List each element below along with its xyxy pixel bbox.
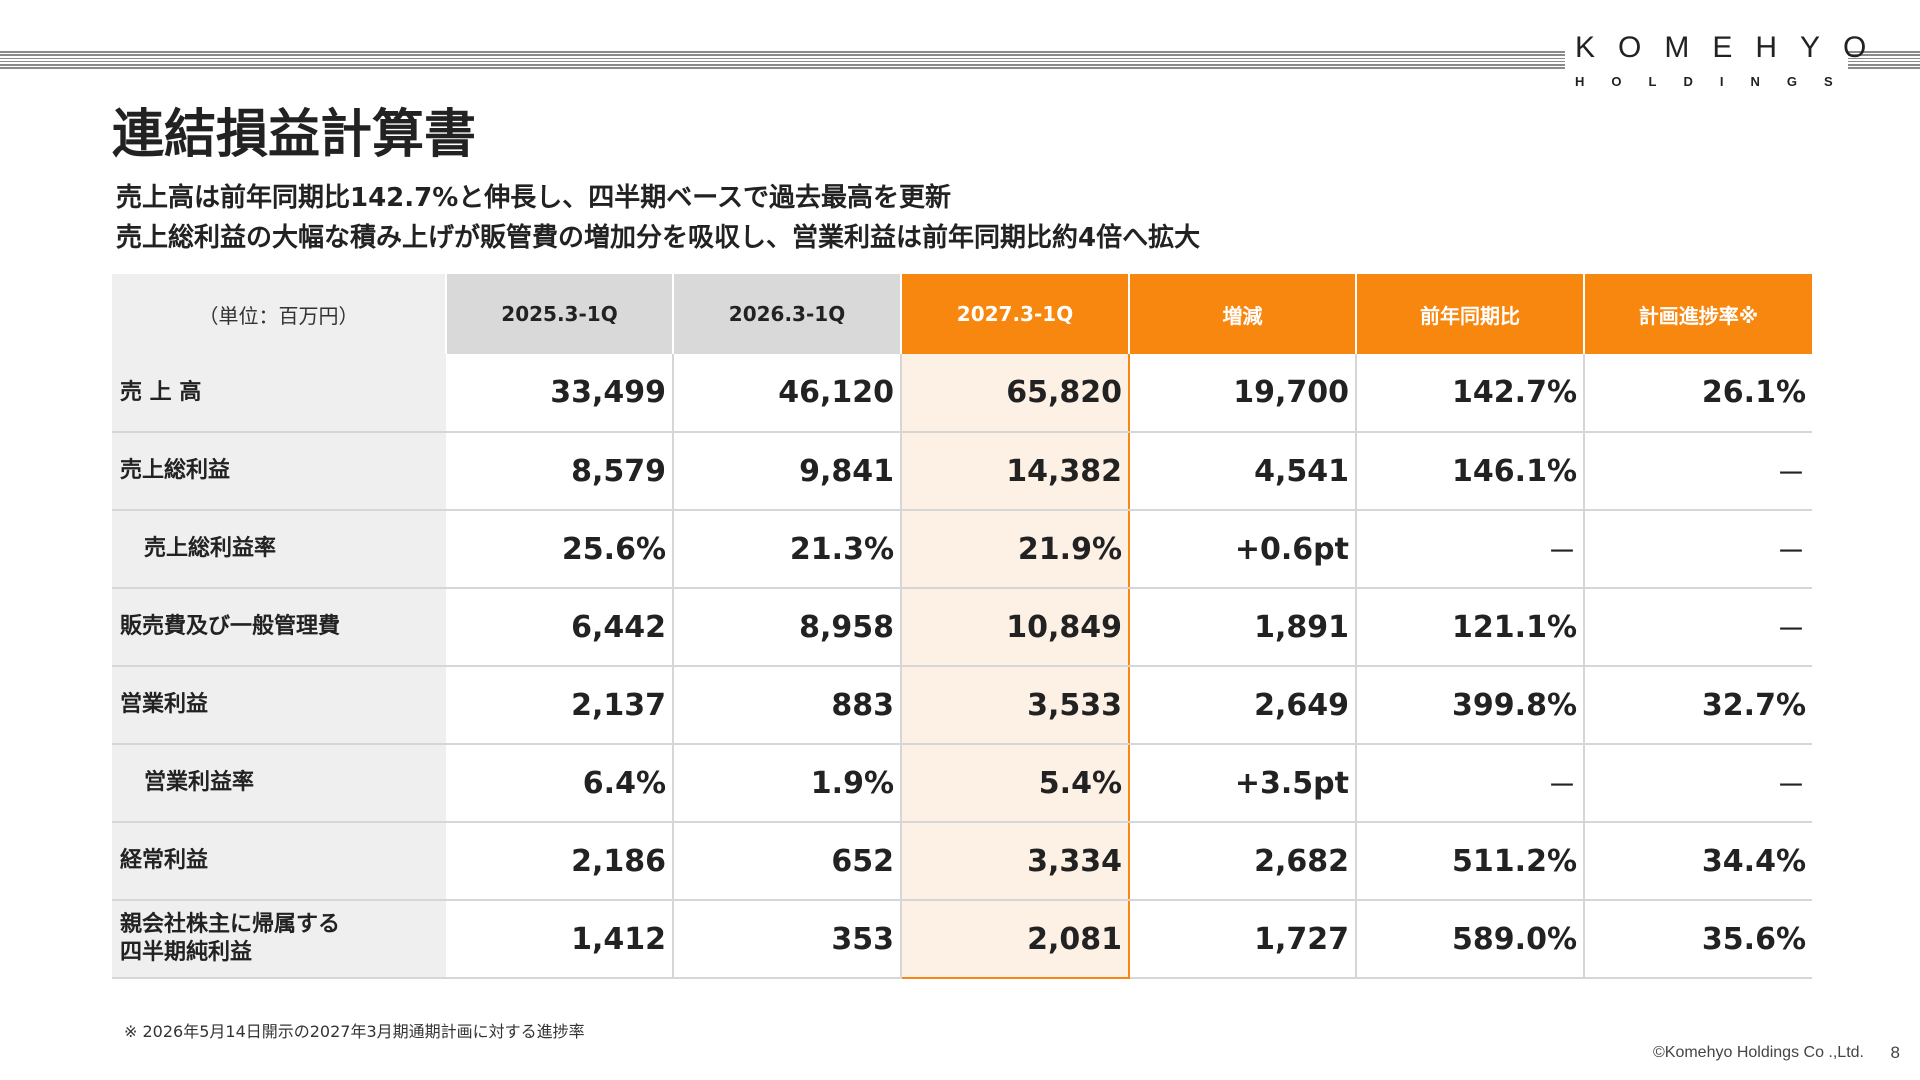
cell-2027: 3,334 — [900, 822, 1130, 901]
row-label-line1: 親会社株主に帰属する — [120, 912, 341, 937]
table-row: 親会社株主に帰属する 四半期純利益 1,412 353 2,081 1,727 … — [112, 900, 1812, 979]
logo-sub-text: HOLDINGS — [1575, 74, 1860, 89]
cell-change: 2,682 — [1129, 822, 1357, 901]
copyright: ©Komehyo Holdings Co .,Ltd. — [1652, 1044, 1864, 1061]
logo-main-text: KOMEHYO — [1575, 31, 1890, 64]
cell-progress: 35.6% — [1584, 900, 1812, 979]
cell-progress: － — [1584, 588, 1812, 667]
header-stripes-left — [0, 51, 1565, 69]
table-row: 売 上 高 33,499 46,120 65,820 19,700 142.7%… — [112, 354, 1812, 433]
row-label: 売 上 高 — [112, 354, 446, 433]
cell-2027: 21.9% — [900, 510, 1130, 589]
cell-change: 2,649 — [1129, 666, 1357, 745]
header-2027-1q: 2027.3-1Q — [901, 274, 1130, 354]
cell-yoy: － — [1356, 510, 1585, 589]
table-header-row: （単位：百万円） 2025.3-1Q 2026.3-1Q 2027.3-1Q 増… — [112, 274, 1812, 354]
cell-progress: － — [1584, 744, 1812, 823]
cell-2027: 10,849 — [900, 588, 1130, 667]
cell-change: 1,727 — [1129, 900, 1357, 979]
cell-change: 19,700 — [1129, 354, 1357, 433]
cell-2027: 3,533 — [900, 666, 1130, 745]
cell-yoy: 142.7% — [1356, 354, 1585, 433]
cell-2026: 46,120 — [673, 354, 902, 433]
cell-2027: 2,081 — [900, 900, 1130, 979]
header-2026-1q: 2026.3-1Q — [673, 274, 902, 354]
company-logo: KOMEHYO HOLDINGS — [1575, 30, 1890, 90]
cell-2027: 5.4% — [900, 744, 1130, 823]
subtitle-2: 売上総利益の大幅な積み上げが販管費の増加分を吸収し、営業利益は前年同期比約4倍へ… — [116, 223, 1201, 253]
row-label: 経常利益 — [112, 822, 446, 901]
cell-2025: 8,579 — [446, 432, 674, 511]
cell-2026: 9,841 — [673, 432, 902, 511]
table-row: 販売費及び一般管理費 6,442 8,958 10,849 1,891 121.… — [112, 588, 1812, 667]
cell-yoy: 511.2% — [1356, 822, 1585, 901]
header-2025-1q: 2025.3-1Q — [446, 274, 674, 354]
cell-2025: 2,186 — [446, 822, 674, 901]
cell-2026: 21.3% — [673, 510, 902, 589]
header-change: 増減 — [1129, 274, 1357, 354]
cell-change: 4,541 — [1129, 432, 1357, 511]
header-yoy: 前年同期比 — [1356, 274, 1585, 354]
page-number: 8 — [1890, 1043, 1900, 1062]
cell-2026: 883 — [673, 666, 902, 745]
cell-yoy: － — [1356, 744, 1585, 823]
cell-2026: 1.9% — [673, 744, 902, 823]
subtitle-1: 売上高は前年同期比142.7%と伸長し、四半期ベースで過去最高を更新 — [116, 183, 951, 213]
cell-2025: 33,499 — [446, 354, 674, 433]
cell-2025: 6.4% — [446, 744, 674, 823]
cell-2026: 353 — [673, 900, 902, 979]
cell-progress: 32.7% — [1584, 666, 1812, 745]
row-label: 売上総利益 — [112, 432, 446, 511]
row-label-line2: 四半期純利益 — [120, 940, 253, 965]
table-row: 経常利益 2,186 652 3,334 2,682 511.2% 34.4% — [112, 822, 1812, 901]
table-row: 売上総利益率 25.6% 21.3% 21.9% +0.6pt － － — [112, 510, 1812, 589]
cell-change: +3.5pt — [1129, 744, 1357, 823]
cell-yoy: 121.1% — [1356, 588, 1585, 667]
header-stripes-right — [1848, 51, 1920, 69]
table-row: 売上総利益 8,579 9,841 14,382 4,541 146.1% － — [112, 432, 1812, 511]
table-row: 営業利益率 6.4% 1.9% 5.4% +3.5pt － － — [112, 744, 1812, 823]
header-unit: （単位：百万円） — [112, 274, 447, 354]
header-plan-progress: 計画進捗率※ — [1584, 274, 1812, 354]
page-title: 連結損益計算書 — [112, 105, 477, 165]
cell-2025: 2,137 — [446, 666, 674, 745]
cell-progress: － — [1584, 510, 1812, 589]
cell-change: +0.6pt — [1129, 510, 1357, 589]
row-label: 親会社株主に帰属する 四半期純利益 — [112, 900, 446, 979]
cell-progress: 26.1% — [1584, 354, 1812, 433]
cell-2027: 65,820 — [900, 354, 1130, 433]
cell-progress: － — [1584, 432, 1812, 511]
row-label: 販売費及び一般管理費 — [112, 588, 446, 667]
footnote: ※ 2026年5月14日開示の2027年3月期通期計画に対する進捗率 — [124, 1022, 585, 1041]
cell-yoy: 589.0% — [1356, 900, 1585, 979]
cell-2026: 8,958 — [673, 588, 902, 667]
row-label: 売上総利益率 — [112, 510, 446, 589]
income-statement-table: （単位：百万円） 2025.3-1Q 2026.3-1Q 2027.3-1Q 増… — [112, 274, 1812, 979]
cell-change: 1,891 — [1129, 588, 1357, 667]
table-row: 営業利益 2,137 883 3,533 2,649 399.8% 32.7% — [112, 666, 1812, 745]
row-label: 営業利益 — [112, 666, 446, 745]
cell-2026: 652 — [673, 822, 902, 901]
cell-yoy: 399.8% — [1356, 666, 1585, 745]
cell-progress: 34.4% — [1584, 822, 1812, 901]
cell-2025: 6,442 — [446, 588, 674, 667]
cell-2025: 1,412 — [446, 900, 674, 979]
cell-2025: 25.6% — [446, 510, 674, 589]
cell-2027: 14,382 — [900, 432, 1130, 511]
row-label: 営業利益率 — [112, 744, 446, 823]
cell-yoy: 146.1% — [1356, 432, 1585, 511]
